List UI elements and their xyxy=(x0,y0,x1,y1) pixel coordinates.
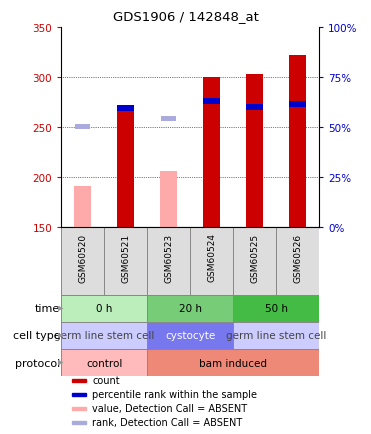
Text: protocol: protocol xyxy=(15,358,60,368)
Bar xyxy=(203,99,220,105)
Bar xyxy=(203,78,220,227)
Text: GSM60525: GSM60525 xyxy=(250,233,259,282)
Text: cell type: cell type xyxy=(13,331,60,341)
Bar xyxy=(72,393,86,396)
Bar xyxy=(72,421,86,424)
Bar xyxy=(289,102,306,108)
Bar xyxy=(61,227,104,295)
Bar xyxy=(72,379,86,382)
Text: GSM60526: GSM60526 xyxy=(293,233,302,282)
Text: GSM60520: GSM60520 xyxy=(78,233,87,282)
Bar xyxy=(61,295,147,322)
Bar xyxy=(190,227,233,295)
Text: control: control xyxy=(86,358,122,368)
Bar xyxy=(246,75,263,227)
Text: rank, Detection Call = ABSENT: rank, Detection Call = ABSENT xyxy=(92,417,242,427)
Text: 50 h: 50 h xyxy=(265,304,288,314)
Bar xyxy=(161,117,176,122)
Bar xyxy=(233,227,276,295)
Bar xyxy=(75,125,91,130)
Bar xyxy=(147,227,190,295)
Text: value, Detection Call = ABSENT: value, Detection Call = ABSENT xyxy=(92,403,247,413)
Text: GSM60523: GSM60523 xyxy=(164,233,173,282)
Text: time: time xyxy=(35,304,60,314)
Bar xyxy=(74,187,91,227)
Text: percentile rank within the sample: percentile rank within the sample xyxy=(92,389,257,399)
Text: count: count xyxy=(92,375,120,385)
Bar xyxy=(276,227,319,295)
Text: 20 h: 20 h xyxy=(179,304,201,314)
Bar xyxy=(117,111,134,227)
Bar xyxy=(72,407,86,410)
Text: GSM60521: GSM60521 xyxy=(121,233,130,282)
Text: GDS1906 / 142848_at: GDS1906 / 142848_at xyxy=(112,10,259,23)
Text: germ line stem cell: germ line stem cell xyxy=(226,331,326,341)
Text: bam induced: bam induced xyxy=(199,358,267,368)
Bar xyxy=(147,349,319,376)
Bar xyxy=(61,322,147,349)
Text: cystocyte: cystocyte xyxy=(165,331,215,341)
Bar xyxy=(233,295,319,322)
Bar xyxy=(246,105,263,111)
Text: GSM60524: GSM60524 xyxy=(207,233,216,282)
Bar xyxy=(147,322,233,349)
Text: germ line stem cell: germ line stem cell xyxy=(54,331,154,341)
Bar xyxy=(61,349,147,376)
Bar xyxy=(289,56,306,227)
Bar xyxy=(160,172,177,227)
Bar xyxy=(233,322,319,349)
Bar xyxy=(117,106,134,112)
Bar xyxy=(104,227,147,295)
Bar xyxy=(147,295,233,322)
Text: 0 h: 0 h xyxy=(96,304,112,314)
